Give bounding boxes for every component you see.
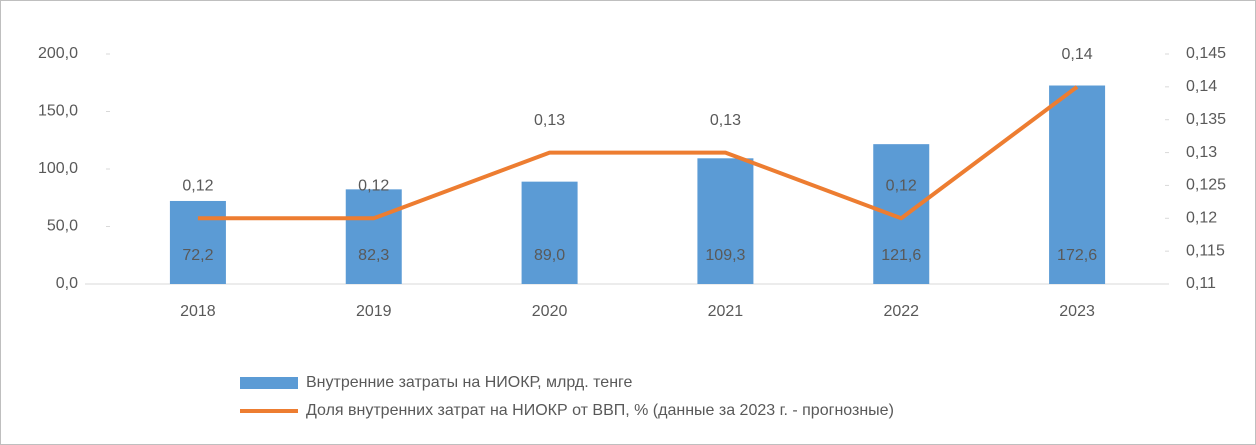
y2-tick-label: 0,135 [1186,111,1226,128]
x-tick-label: 2021 [708,303,744,320]
bar [521,181,578,284]
x-tick-label: 2022 [883,303,919,320]
line-value-label: 0,12 [358,178,389,195]
bar [1049,85,1106,284]
y-tick-label: 150,0 [38,103,78,120]
y-tick-label: 100,0 [38,160,78,177]
y2-tick-label: 0,12 [1186,210,1217,227]
legend-swatch [240,377,298,389]
y-tick-label: 200,0 [38,45,78,62]
line-value-label: 0,12 [886,178,917,195]
y2-tick-label: 0,13 [1186,144,1217,161]
line-value-label: 0,14 [1062,46,1093,63]
y2-tick-label: 0,115 [1186,242,1225,259]
bar-value-label: 82,3 [358,247,389,264]
line-value-label: 0,12 [182,178,213,195]
line [197,85,1079,221]
bar [873,144,930,284]
x-tick-label: 2019 [356,303,392,320]
bar-value-label: 172,6 [1057,247,1097,264]
bar [169,200,226,284]
bar [345,189,402,284]
bar [697,158,754,284]
legend-label: Внутренние затраты на НИОКР, млрд. тенге [306,374,633,391]
bar-value-label: 109,3 [705,247,745,264]
bar-value-label: 121,6 [881,247,921,264]
y-tick-label: 0,0 [56,275,78,292]
x-tick-label: 2023 [1059,303,1095,320]
line-value-label: 0,13 [534,112,565,129]
x-tick-label: 2020 [532,303,568,320]
y2-tick-label: 0,11 [1186,275,1216,292]
y-tick-label: 50,0 [47,218,78,235]
bar-value-label: 89,0 [534,247,565,264]
line-value-label: 0,13 [710,112,741,129]
legend-label: Доля внутренних затрат на НИОКР от ВВП, … [306,402,894,419]
y2-tick-label: 0,145 [1186,45,1226,62]
y2-tick-label: 0,125 [1186,177,1226,194]
bar-value-label: 72,2 [182,247,213,264]
x-tick-label: 2018 [180,303,216,320]
y2-tick-label: 0,14 [1186,78,1217,95]
